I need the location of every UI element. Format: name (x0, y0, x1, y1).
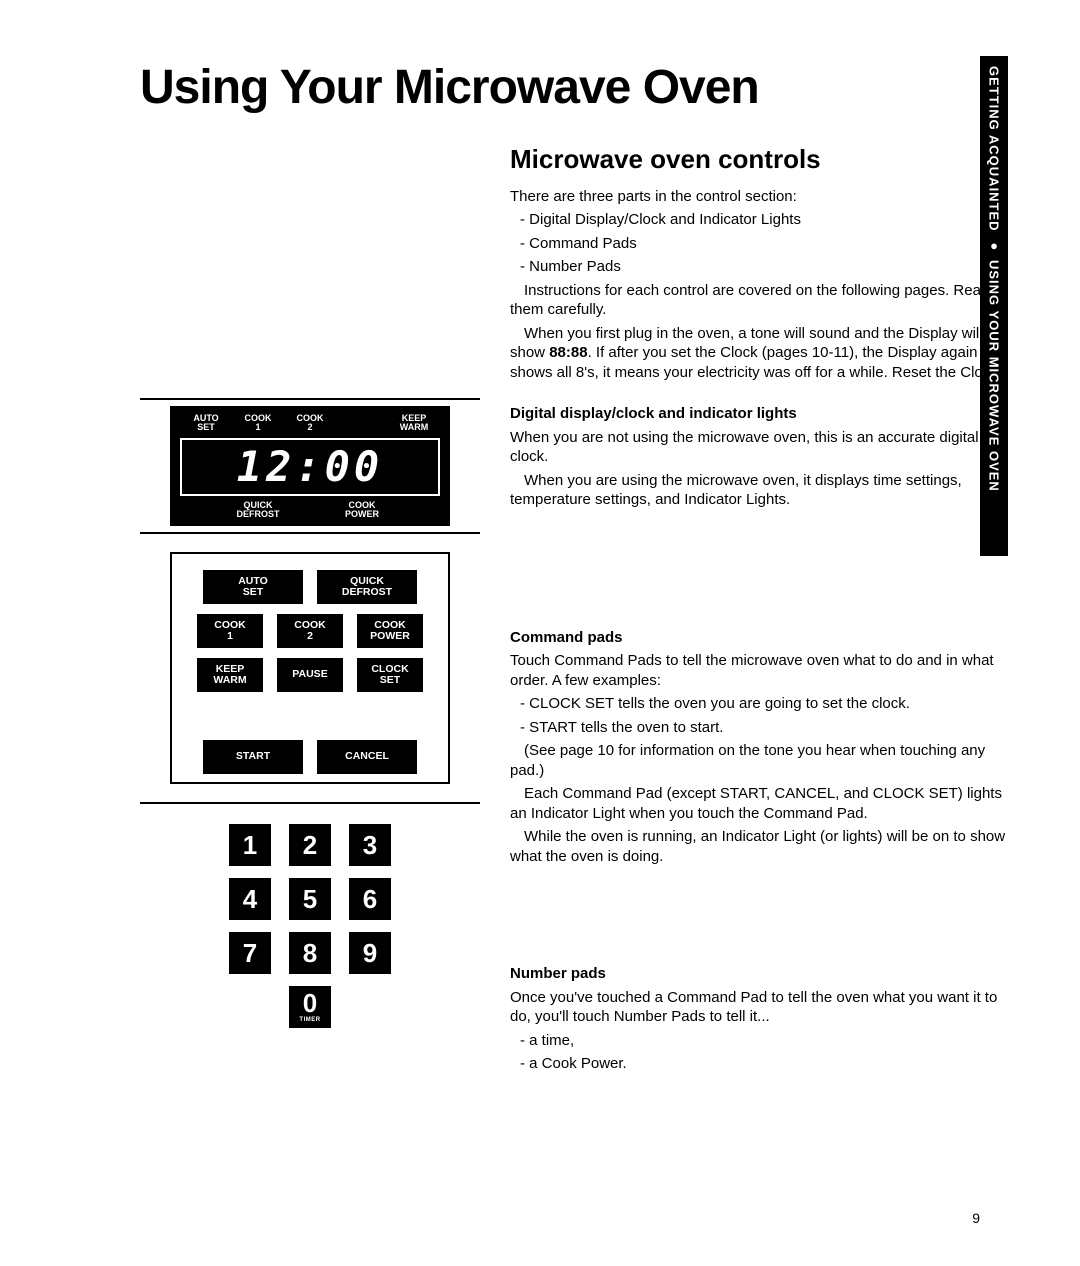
intro-bullet: - Number Pads (510, 257, 1010, 277)
pad-1[interactable]: 1 (229, 824, 271, 866)
pad-8[interactable]: 8 (289, 932, 331, 974)
command-heading: Command pads (510, 628, 1010, 648)
pad-3[interactable]: 3 (349, 824, 391, 866)
divider (140, 802, 480, 804)
label-cook-power: COOK POWER (336, 501, 388, 520)
label-auto-set: AUTO SET (180, 414, 232, 433)
num-row: 1 2 3 (229, 824, 391, 866)
intro-bullet: - Digital Display/Clock and Indicator Li… (510, 210, 1010, 230)
cmd-row: COOK 1 COOK 2 COOK POWER (197, 614, 423, 648)
number-bullet: - a time, (510, 1031, 1010, 1051)
page-number: 9 (972, 1210, 980, 1226)
number-heading: Number pads (510, 964, 1010, 984)
side-tab-line1: GETTING ACQUAINTED (987, 66, 1002, 232)
side-tab-dot: ● (987, 238, 1002, 254)
display-bottom-labels: QUICK DEFROST COOK POWER (180, 501, 440, 520)
right-column: Microwave oven controls There are three … (510, 143, 1010, 1078)
number-bullet: - a Cook Power. (510, 1054, 1010, 1074)
pad-pause[interactable]: PAUSE (277, 658, 343, 692)
pad-keep-warm[interactable]: KEEP WARM (197, 658, 263, 692)
pad-auto-set[interactable]: AUTO SET (203, 570, 303, 604)
digital-heading: Digital display/clock and indicator ligh… (510, 404, 1010, 424)
bold-88: 88:88 (549, 344, 587, 361)
pad-0-timer[interactable]: 0 TIMER (289, 986, 331, 1028)
label-cook-1: COOK 1 (232, 414, 284, 433)
command-p1: Touch Command Pads to tell the microwave… (510, 651, 1010, 690)
command-bullet: - START tells the oven to start. (510, 718, 1010, 738)
digital-p2: When you are using the microwave oven, i… (510, 471, 1010, 510)
side-tab-line2: USING YOUR MICROWAVE OVEN (987, 260, 1002, 492)
label-quick-defrost: QUICK DEFROST (232, 501, 284, 520)
command-p3: Each Command Pad (except START, CANCEL, … (510, 784, 1010, 823)
pad-cook-2[interactable]: COOK 2 (277, 614, 343, 648)
divider (140, 398, 480, 400)
command-pads-panel: AUTO SET QUICK DEFROST COOK 1 COOK 2 COO… (170, 552, 450, 784)
page-title: Using Your Microwave Oven (140, 60, 1010, 115)
left-column: AUTO SET COOK 1 COOK 2 KEEP WARM 12:00 Q… (140, 143, 480, 1078)
pad-start[interactable]: START (203, 740, 303, 774)
pad-6[interactable]: 6 (349, 878, 391, 920)
label-blank (180, 501, 232, 520)
command-p4: While the oven is running, an Indicator … (510, 827, 1010, 866)
section-heading: Microwave oven controls (510, 143, 1010, 177)
side-tab: GETTING ACQUAINTED ● USING YOUR MICROWAV… (980, 56, 1008, 556)
command-bullet: - CLOCK SET tells the oven you are going… (510, 694, 1010, 714)
timer-sublabel: TIMER (299, 1017, 320, 1023)
pad-4[interactable]: 4 (229, 878, 271, 920)
pad-2[interactable]: 2 (289, 824, 331, 866)
number-p1: Once you've touched a Command Pad to tel… (510, 988, 1010, 1027)
divider (140, 532, 480, 534)
cmd-row: START CANCEL (203, 740, 417, 774)
num-row: 4 5 6 (229, 878, 391, 920)
pad-7[interactable]: 7 (229, 932, 271, 974)
pad-clock-set[interactable]: CLOCK SET (357, 658, 423, 692)
cmd-row: AUTO SET QUICK DEFROST (203, 570, 417, 604)
label-blank (388, 501, 440, 520)
intro-p1: There are three parts in the control sec… (510, 187, 1010, 207)
intro-bullet: - Command Pads (510, 234, 1010, 254)
intro-p2b: When you first plug in the oven, a tone … (510, 324, 1010, 383)
num-row: 7 8 9 (229, 932, 391, 974)
display-top-labels: AUTO SET COOK 1 COOK 2 KEEP WARM (180, 414, 440, 433)
pad-cook-1[interactable]: COOK 1 (197, 614, 263, 648)
label-keep-warm: KEEP WARM (388, 414, 440, 433)
label-blank (336, 414, 388, 433)
cmd-row: KEEP WARM PAUSE CLOCK SET (197, 658, 423, 692)
pad-5[interactable]: 5 (289, 878, 331, 920)
clock-readout: 12:00 (180, 438, 440, 496)
pad-cook-power[interactable]: COOK POWER (357, 614, 423, 648)
pad-9[interactable]: 9 (349, 932, 391, 974)
command-p2: (See page 10 for information on the tone… (510, 741, 1010, 780)
pad-cancel[interactable]: CANCEL (317, 740, 417, 774)
number-pads-panel: 1 2 3 4 5 6 7 8 9 0 TIMER (200, 824, 420, 1028)
num-row: 0 TIMER (289, 986, 331, 1028)
label-blank (284, 501, 336, 520)
label-cook-2: COOK 2 (284, 414, 336, 433)
digital-p1: When you are not using the microwave ove… (510, 428, 1010, 467)
pad-quick-defrost[interactable]: QUICK DEFROST (317, 570, 417, 604)
digital-display: AUTO SET COOK 1 COOK 2 KEEP WARM 12:00 Q… (170, 406, 450, 526)
intro-p2a: Instructions for each control are covere… (510, 281, 1010, 320)
